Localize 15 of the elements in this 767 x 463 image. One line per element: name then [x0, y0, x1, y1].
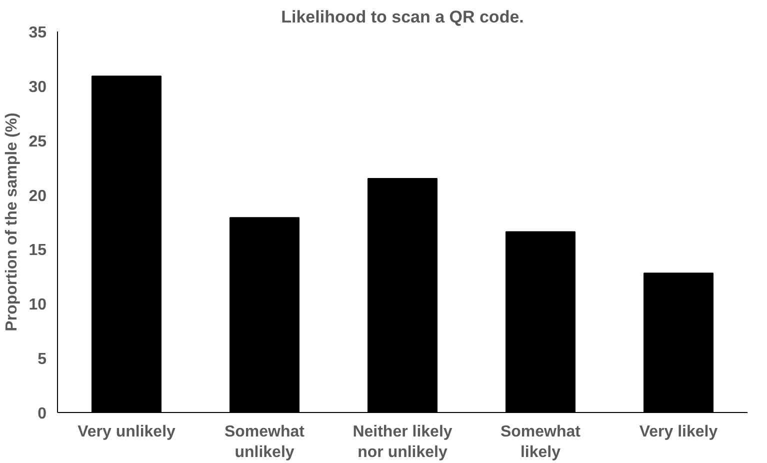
y-tick-label: 25 — [28, 133, 47, 150]
y-tick-label: 15 — [28, 242, 47, 260]
y-tick-label: 5 — [38, 351, 47, 368]
x-tick-label: Very unlikely — [78, 424, 176, 440]
x-tick-label: Neither likely nor unlikely — [352, 424, 452, 461]
y-tick-label: 0 — [38, 406, 47, 422]
chart-title: Likelihood to scan a QR code. — [281, 8, 524, 26]
y-tick-label: 20 — [28, 188, 47, 205]
y-tick-label: 35 — [28, 24, 47, 42]
y-tick-label: 30 — [28, 78, 47, 96]
x-tick-label: Somewhat unlikely — [224, 424, 306, 461]
x-tick-label: Somewhat likely — [500, 424, 582, 461]
y-tick-label: 10 — [28, 296, 47, 314]
x-tick-label: Very likely — [639, 424, 718, 440]
y-axis-title: Proportion of the sample (%) — [4, 112, 21, 332]
